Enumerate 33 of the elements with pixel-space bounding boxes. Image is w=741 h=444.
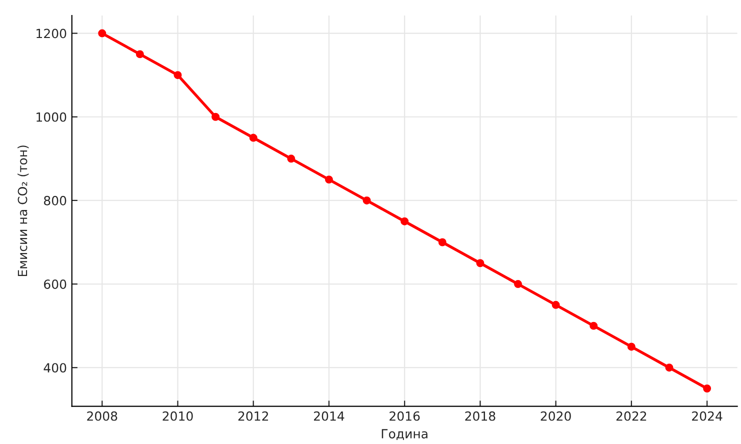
- point: [703, 384, 712, 392]
- x-tick-label: 2008: [87, 411, 118, 421]
- point: [627, 342, 636, 351]
- point: [287, 154, 296, 163]
- point: [324, 176, 333, 184]
- y-tick-label: 1000: [36, 112, 66, 122]
- x-tick-label: 2016: [390, 411, 420, 421]
- x-tick-label: 2012: [238, 411, 268, 421]
- point: [438, 238, 446, 246]
- point: [212, 112, 220, 121]
- x-axis-title: Година: [382, 429, 428, 440]
- x-tick-label: 2018: [465, 411, 496, 421]
- point: [476, 259, 484, 268]
- point: [514, 280, 522, 288]
- point: [136, 50, 144, 58]
- x-tick-label: 2020: [540, 411, 571, 421]
- y-tick-label: 400: [44, 363, 66, 373]
- y-tick-label: 600: [44, 280, 66, 289]
- x-tick-label: 2022: [616, 411, 646, 421]
- x-tick-label: 2010: [162, 411, 193, 421]
- point: [362, 196, 371, 204]
- x-tick-label: 2014: [314, 411, 344, 421]
- y-axis-title: Емисии на CO₂ (тон): [18, 146, 29, 276]
- point: [249, 134, 258, 142]
- y-tick-label: 800: [44, 196, 66, 206]
- point: [665, 364, 674, 372]
- point: [174, 71, 182, 80]
- point: [400, 217, 409, 226]
- point: [552, 300, 560, 309]
- x-tick-label: 2024: [692, 411, 722, 421]
- y-tick-label: 1200: [36, 28, 66, 38]
- point: [590, 322, 598, 330]
- point: [98, 29, 106, 38]
